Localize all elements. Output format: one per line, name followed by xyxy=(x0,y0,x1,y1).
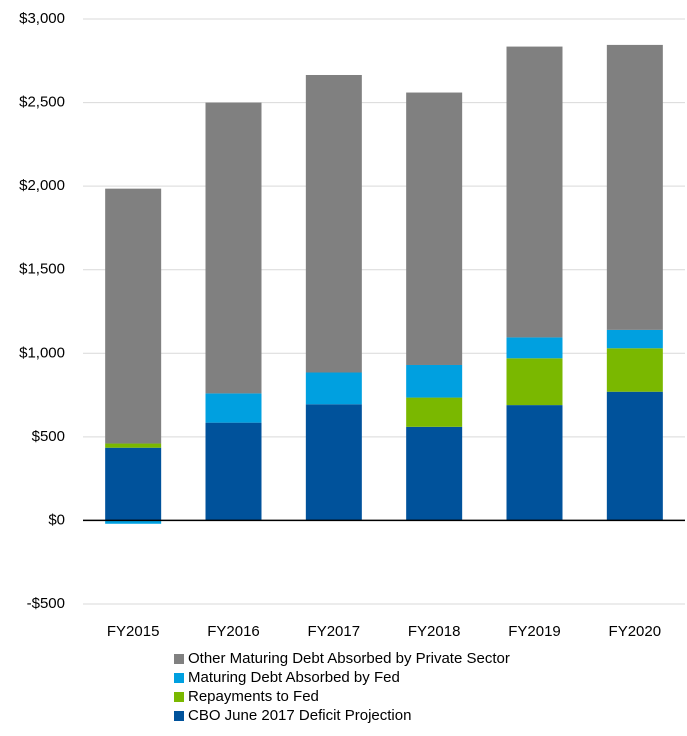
bar-segment xyxy=(105,188,162,444)
legend-label: Other Maturing Debt Absorbed by Private … xyxy=(188,650,510,667)
bar-segment xyxy=(506,46,563,338)
y-tick-label: -$500 xyxy=(27,595,65,612)
x-tick-label: FY2019 xyxy=(508,623,561,640)
legend-label: Repayments to Fed xyxy=(188,688,319,705)
y-tick-label: $1,000 xyxy=(19,344,65,361)
x-tick-label: FY2016 xyxy=(207,623,260,640)
legend-swatch xyxy=(174,711,184,721)
bar-segment xyxy=(406,364,463,398)
bar-segment xyxy=(406,426,463,521)
bar-segment xyxy=(205,102,262,394)
bar-segment xyxy=(305,74,362,373)
bar-segment xyxy=(406,92,463,365)
bar-segment xyxy=(606,44,663,330)
bar-segment xyxy=(305,404,362,521)
bar-segment xyxy=(105,447,162,521)
bar-segment xyxy=(606,348,663,392)
legend-swatch xyxy=(174,654,184,664)
bar-segment xyxy=(305,372,362,405)
y-tick-label: $0 xyxy=(48,511,65,528)
bar-segment xyxy=(105,443,162,448)
legend-label: CBO June 2017 Deficit Projection xyxy=(188,707,411,724)
bar-segment xyxy=(105,520,162,524)
legend-swatch xyxy=(174,673,184,683)
y-tick-label: $2,500 xyxy=(19,94,65,111)
bar-segment xyxy=(406,397,463,427)
bar-segment xyxy=(606,391,663,521)
bar-segment xyxy=(506,358,563,406)
bar-segment xyxy=(205,393,262,423)
legend-label: Maturing Debt Absorbed by Fed xyxy=(188,669,400,686)
y-tick-label: $2,000 xyxy=(19,177,65,194)
y-tick-label: $3,000 xyxy=(19,10,65,27)
x-tick-label: FY2018 xyxy=(408,623,461,640)
x-tick-label: FY2017 xyxy=(308,623,361,640)
bar-segment xyxy=(205,422,262,521)
y-tick-label: $1,500 xyxy=(19,261,65,278)
x-tick-label: FY2015 xyxy=(107,623,160,640)
bar-segment xyxy=(506,337,563,359)
bar-segment xyxy=(506,405,563,521)
x-tick-label: FY2020 xyxy=(609,623,662,640)
y-tick-label: $500 xyxy=(32,428,65,445)
legend-swatch xyxy=(174,692,184,702)
bar-segment xyxy=(606,329,663,349)
